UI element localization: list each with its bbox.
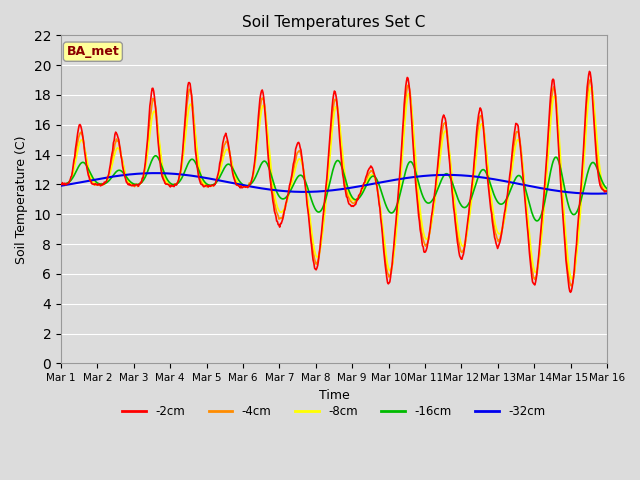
-16cm <box>179 172 187 178</box>
-16cm <box>67 178 75 183</box>
-8cm <box>67 176 75 182</box>
-4cm <box>179 154 186 159</box>
-16cm <box>417 188 425 194</box>
Legend: -2cm, -4cm, -8cm, -16cm, -32cm: -2cm, -4cm, -8cm, -16cm, -32cm <box>118 401 550 423</box>
Line: -16cm: -16cm <box>61 156 607 221</box>
-2cm <box>57 181 65 187</box>
-2cm <box>586 69 593 74</box>
-16cm <box>603 186 611 192</box>
-2cm <box>603 189 611 194</box>
-8cm <box>124 175 131 181</box>
-2cm <box>566 289 574 295</box>
-32cm <box>401 175 409 181</box>
-4cm <box>603 189 611 194</box>
-4cm <box>124 178 131 183</box>
-32cm <box>603 191 611 196</box>
-4cm <box>67 175 75 181</box>
-8cm <box>416 207 424 213</box>
-4cm <box>401 116 408 122</box>
-16cm <box>401 171 409 177</box>
Line: -4cm: -4cm <box>61 80 607 286</box>
-16cm <box>208 182 216 188</box>
-2cm <box>416 227 424 232</box>
-8cm <box>568 276 576 282</box>
-4cm <box>568 283 575 289</box>
-32cm <box>124 172 131 178</box>
-2cm <box>67 174 75 180</box>
Y-axis label: Soil Temperature (C): Soil Temperature (C) <box>15 135 28 264</box>
-32cm <box>179 172 187 178</box>
-16cm <box>57 181 65 187</box>
-4cm <box>416 217 424 223</box>
-8cm <box>179 160 186 166</box>
-16cm <box>152 153 160 159</box>
X-axis label: Time: Time <box>319 389 349 402</box>
-32cm <box>151 170 159 176</box>
Line: -8cm: -8cm <box>61 87 607 279</box>
-16cm <box>533 218 541 224</box>
-32cm <box>417 173 425 179</box>
-32cm <box>67 181 75 187</box>
Title: Soil Temperatures Set C: Soil Temperatures Set C <box>243 15 426 30</box>
Line: -2cm: -2cm <box>61 72 607 292</box>
-2cm <box>179 151 186 156</box>
-2cm <box>207 182 215 188</box>
-16cm <box>124 175 131 181</box>
-8cm <box>207 183 215 189</box>
-4cm <box>207 183 215 189</box>
-4cm <box>57 181 65 187</box>
-32cm <box>208 176 216 182</box>
-8cm <box>401 129 408 134</box>
-4cm <box>586 77 594 83</box>
Line: -32cm: -32cm <box>61 173 607 194</box>
-2cm <box>124 180 131 186</box>
-8cm <box>587 84 595 90</box>
Text: BA_met: BA_met <box>67 45 119 58</box>
-32cm <box>57 183 65 189</box>
-2cm <box>401 101 408 107</box>
-8cm <box>57 181 65 187</box>
-32cm <box>592 191 600 197</box>
-8cm <box>603 188 611 193</box>
